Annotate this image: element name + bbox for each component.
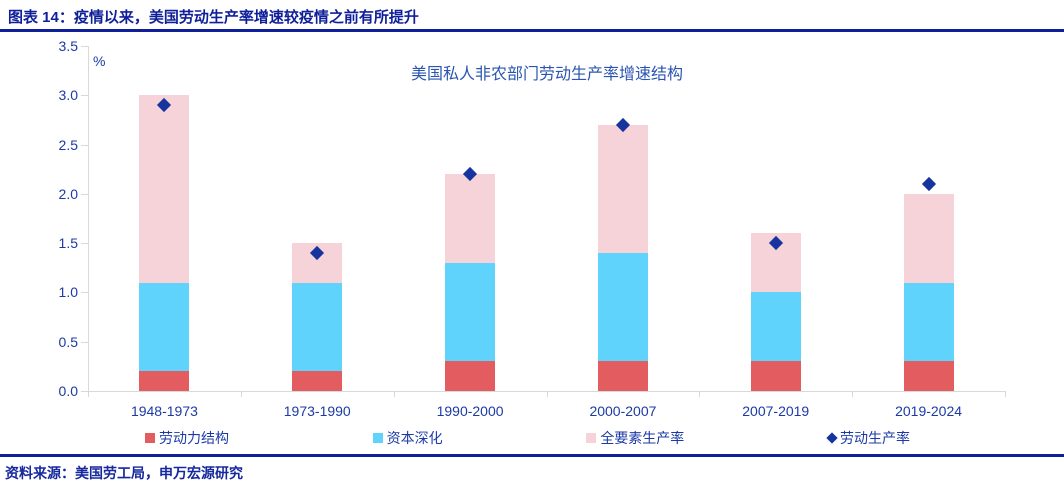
legend-diamond-marker (826, 432, 838, 444)
x-axis-category-label: 2019-2024 (895, 403, 963, 419)
x-axis-tick (699, 392, 701, 397)
bar-segment (750, 292, 801, 362)
legend-label: 资本深化 (386, 430, 443, 446)
x-axis-tick (546, 392, 548, 397)
bar-segment (597, 253, 648, 362)
x-axis-category-label: 1990-2000 (436, 403, 504, 419)
y-axis-tick (81, 341, 88, 343)
legend-label: 全要素生产率 (600, 430, 685, 446)
x-axis-tick (852, 392, 854, 397)
legend-color-swatch (586, 433, 597, 443)
caption-divider (0, 29, 1064, 32)
scatter-point (921, 176, 936, 192)
bar-segment (903, 361, 954, 391)
y-axis-tick-label: 2.0 (58, 185, 78, 202)
x-axis-category-label: 2007-2019 (742, 403, 810, 419)
y-axis-tick (81, 193, 88, 195)
x-axis-category-label: 2000-2007 (589, 403, 657, 419)
bar-segment (597, 361, 648, 391)
footer-divider (0, 454, 1064, 457)
bar-segment (750, 361, 801, 391)
y-axis-tick (81, 243, 88, 245)
x-axis-tick (393, 392, 395, 397)
y-axis-line (88, 46, 89, 392)
x-axis-tick (88, 392, 89, 397)
x-axis-category-label: 1948-1973 (130, 403, 198, 419)
x-axis-tick (1005, 392, 1006, 397)
bar-segment (139, 282, 190, 372)
bar-segment (139, 95, 190, 283)
bar-segment (445, 174, 496, 263)
y-axis-tick-label: 1.0 (58, 284, 78, 301)
chart: 美国私人非农部门劳动生产率增速结构 % 劳动力结构 资本深化 全要素生产率 劳动生产率… (0, 32, 1064, 452)
y-axis-tick (81, 46, 88, 47)
y-axis-tick (81, 144, 88, 146)
figure-caption: 图表 14：疫情以来，美国劳动生产率增速较疫情之前有所提升 (8, 9, 419, 26)
y-axis-tick-label: 0.0 (58, 383, 78, 399)
chart-title: 美国私人非农部门劳动生产率增速结构 (410, 66, 683, 83)
bar-segment (139, 371, 190, 391)
y-axis-tick-label: 0.5 (58, 333, 78, 350)
x-axis-tick (240, 392, 242, 397)
bar-segment (445, 361, 496, 391)
legend-label: 劳动生产率 (839, 430, 910, 446)
y-axis-tick-label: 3.5 (58, 38, 78, 54)
bar-segment (445, 262, 496, 362)
y-axis-unit-label: % (93, 53, 106, 69)
y-axis-tick (81, 391, 88, 392)
y-axis-tick (81, 95, 88, 97)
legend-color-swatch (372, 433, 383, 443)
legend-item: 劳动生产率 (826, 428, 910, 448)
x-axis-category-label: 1973-1990 (283, 403, 351, 419)
bar-segment (597, 124, 648, 253)
x-axis-line (88, 391, 1006, 392)
legend-item: 劳动力结构 (145, 428, 229, 448)
legend-item: 资本深化 (372, 428, 443, 448)
source-note: 资料来源：美国劳工局，申万宏源研究 (5, 465, 243, 481)
legend-label: 劳动力结构 (159, 430, 229, 446)
legend-color-swatch (145, 433, 155, 443)
y-axis-tick-label: 3.0 (58, 87, 78, 104)
bar-segment (292, 371, 343, 391)
legend-item: 全要素生产率 (586, 428, 684, 448)
y-axis-tick (81, 292, 88, 294)
legend: 劳动力结构 资本深化 全要素生产率 劳动生产率 (145, 428, 910, 448)
bar-segment (292, 282, 343, 372)
y-axis-tick-label: 1.5 (58, 235, 78, 252)
y-axis-tick-label: 2.5 (58, 136, 78, 153)
bar-segment (903, 282, 954, 362)
bar-segment (903, 193, 954, 283)
